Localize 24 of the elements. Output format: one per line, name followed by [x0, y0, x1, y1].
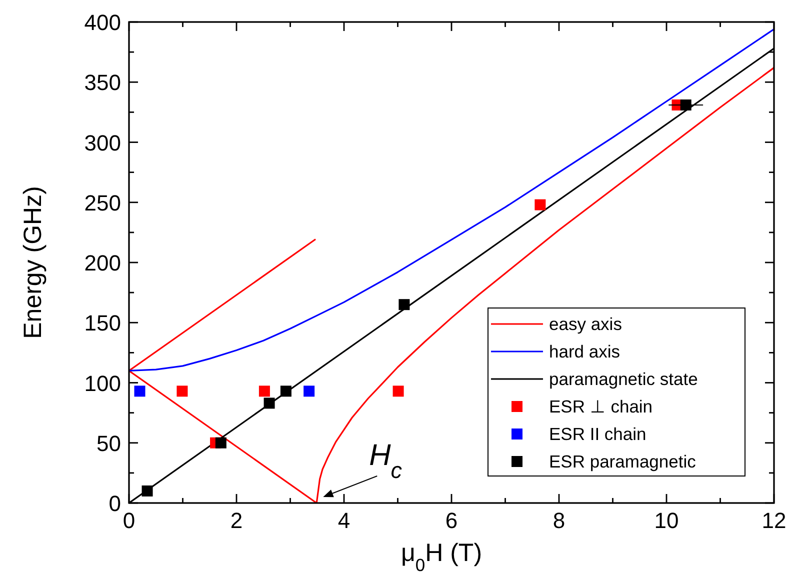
legend-label: ESR ⊥ chain: [549, 396, 653, 416]
x-tick-label: 6: [445, 508, 458, 533]
x-axis-title: μ$_{0}$H (T): [400, 539, 482, 573]
x-tick-label: 12: [762, 508, 786, 533]
annotation: H$_{c}$: [369, 439, 402, 482]
y-tick-label: 150: [84, 310, 121, 336]
y-tick-label: 300: [84, 130, 121, 156]
legend-label: hard axis: [549, 342, 620, 362]
y-tick-label: 50: [96, 430, 121, 456]
x-tick-label: 4: [338, 508, 350, 533]
y-tick-label: 200: [84, 250, 121, 276]
legend-label: easy axis: [549, 314, 622, 334]
y-axis-title: Energy (GHz): [19, 186, 47, 339]
y-tick-label: 0: [108, 491, 121, 516]
x-tick-label: 8: [552, 508, 566, 533]
x-tick-label: 10: [654, 508, 679, 533]
legend-label: ESR paramagnetic: [549, 452, 696, 472]
y-tick-label: 350: [84, 70, 121, 96]
y-tick-label: 100: [84, 370, 121, 396]
legend-label: paramagnetic state: [549, 369, 698, 389]
y-tick-label: 250: [84, 190, 121, 216]
legend-label: ESR II chain: [549, 424, 646, 444]
x-tick-label: 2: [230, 508, 243, 533]
y-tick-label: 400: [84, 10, 121, 35]
